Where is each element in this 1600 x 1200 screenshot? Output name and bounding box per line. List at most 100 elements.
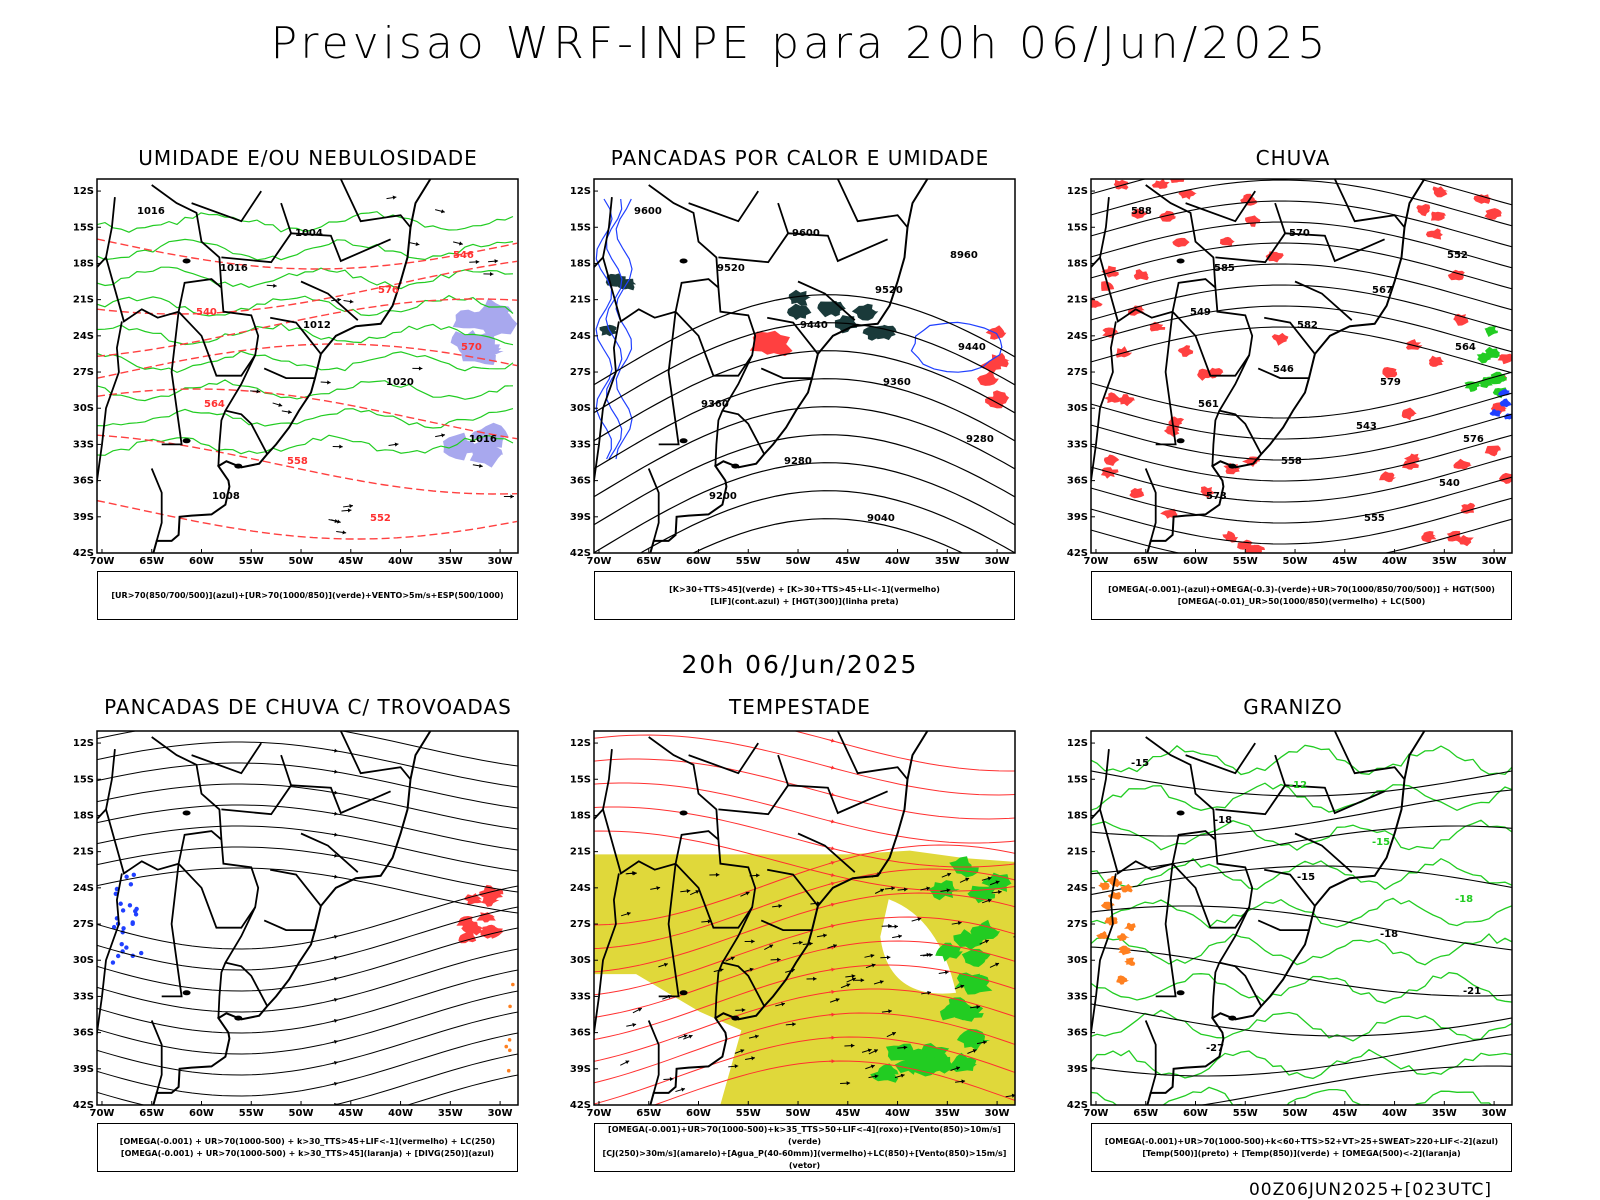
political-border — [602, 749, 613, 810]
political-border — [722, 961, 765, 1007]
wind850-vector — [944, 970, 949, 975]
lat-tick-label: 39S — [1067, 1064, 1088, 1075]
wind-vector — [342, 530, 347, 535]
political-border — [105, 197, 116, 258]
temp500-black-contour — [1091, 789, 1512, 837]
temp850-green-contour — [1091, 857, 1512, 891]
political-border — [797, 832, 856, 873]
political-border — [339, 731, 412, 780]
political-border — [97, 808, 107, 820]
hgt500-streamline — [1091, 434, 1512, 482]
political-border — [97, 321, 123, 488]
wind850-vector — [730, 956, 735, 961]
temp500-black-contour — [1091, 946, 1512, 997]
lon-tick-label: 45W — [338, 556, 363, 567]
lon-tick-label: 50W — [786, 1108, 811, 1119]
red-rain-area — [1453, 313, 1469, 326]
wind850-vector — [898, 934, 902, 939]
lc850-red-streamline-arrow — [830, 792, 835, 797]
contour-label: 1016 — [137, 206, 165, 217]
wind850-vector — [1019, 933, 1023, 937]
legend-line: [OMEGA(-0.001)+UR>70(1000-500)+k>35_TTS>… — [608, 1124, 1001, 1146]
lat-tick-label: 21S — [73, 295, 94, 306]
map-background — [1091, 179, 1512, 553]
temp850-green-contour — [1091, 897, 1512, 929]
lon-tick-label: 70W — [586, 1108, 611, 1119]
hgt500-streamline — [1091, 476, 1512, 524]
wind850-vector — [754, 1034, 759, 1039]
lat-tick-label: 18S — [1067, 810, 1088, 821]
contour-label: -27 — [1206, 1043, 1224, 1054]
lat-tick-label: 30S — [570, 955, 591, 966]
lat-tick-label: 15S — [73, 774, 94, 785]
red-rain-area — [1430, 211, 1447, 221]
lc850-red-streamline — [652, 1060, 1015, 1105]
lake-mark — [234, 463, 243, 469]
red-thunder-area — [458, 932, 477, 944]
lat-tick-label: 15S — [1067, 774, 1088, 785]
political-border — [594, 873, 620, 1040]
wind850-vector — [987, 876, 992, 881]
panel-title-chuva: CHUVA — [1255, 146, 1331, 170]
contour-label: 9280 — [966, 434, 994, 445]
lon-tick-label: 30W — [985, 556, 1010, 567]
lc850-red-streamline-arrow — [831, 846, 835, 851]
political-border — [1145, 184, 1254, 467]
lc250-streamline — [97, 741, 518, 788]
lc850-red-streamline-arrow — [831, 1035, 835, 1040]
lc850-red-streamline — [594, 868, 1015, 950]
red-rain-area — [1402, 459, 1420, 470]
lc850-red-streamline-arrow — [831, 989, 835, 995]
lat-tick-label: 12S — [73, 186, 94, 197]
lake-mark — [679, 810, 688, 816]
political-border — [674, 830, 753, 929]
orange-dot — [511, 982, 515, 987]
lif-blue-contour — [910, 321, 1003, 373]
wind850-vector — [886, 955, 891, 960]
legend-line: [OMEGA(-0.001) + UR>70(1000-500) + k>30_… — [119, 1136, 496, 1146]
wind850-vector — [891, 1032, 896, 1036]
red-rain-area — [1113, 179, 1129, 190]
blue-divergence-dot — [120, 908, 126, 913]
political-border — [1155, 863, 1177, 998]
political-border — [1171, 830, 1250, 929]
temp850-green-contour — [1091, 1048, 1512, 1080]
dark-instability-area — [834, 315, 859, 334]
lat-tick-label: 36S — [73, 476, 94, 487]
wind850-vector — [871, 963, 876, 968]
legend-line: [OMEGA(-0.001)+UR>70(1000-500)+k<60+TTS>… — [1104, 1136, 1499, 1146]
green-humidity-contour — [97, 350, 514, 374]
wind850-vector — [741, 1007, 746, 1013]
hgt500-streamline — [1091, 518, 1512, 553]
hgt500-streamline — [1091, 392, 1512, 440]
lc250-streamline-arrow — [334, 832, 338, 837]
wind850-vector — [997, 890, 1002, 895]
contour-label: 564 — [1455, 342, 1476, 353]
lc850-red-streamline — [594, 892, 1015, 973]
lat-tick-label: 12S — [1067, 186, 1088, 197]
lat-tick-label: 24S — [1067, 883, 1088, 894]
wind850-vector — [867, 1048, 872, 1053]
political-border — [1145, 736, 1254, 1019]
lc250-streamline-arrow — [334, 853, 338, 858]
lc250-streamline — [97, 1032, 518, 1097]
wind850-vector — [873, 1049, 878, 1053]
wind850-vector — [715, 872, 720, 877]
lc250-streamline — [97, 783, 518, 830]
lat-tick-label: 15S — [1067, 222, 1088, 233]
legend-granizo: [OMEGA(-0.001)+UR>70(1000-500)+k<60+TTS>… — [1091, 1123, 1512, 1172]
coastline — [649, 731, 929, 1105]
political-border — [688, 742, 759, 775]
political-border — [177, 278, 256, 377]
lon-tick-label: 50W — [289, 1108, 314, 1119]
contour-label: -15 — [1297, 872, 1315, 883]
political-border — [1285, 232, 1385, 263]
legend-line: [CJ(250)>30m/s](amarelo)+[Agua_P(40-60mm… — [602, 1148, 1007, 1170]
political-border — [1099, 257, 1173, 323]
political-border — [1215, 754, 1287, 816]
lon-tick-label: 40W — [1382, 556, 1407, 567]
political-border — [760, 919, 812, 931]
wind-vector — [349, 299, 354, 304]
lc850-red-streamline — [594, 964, 1015, 1041]
red-rain-area — [1271, 332, 1289, 346]
